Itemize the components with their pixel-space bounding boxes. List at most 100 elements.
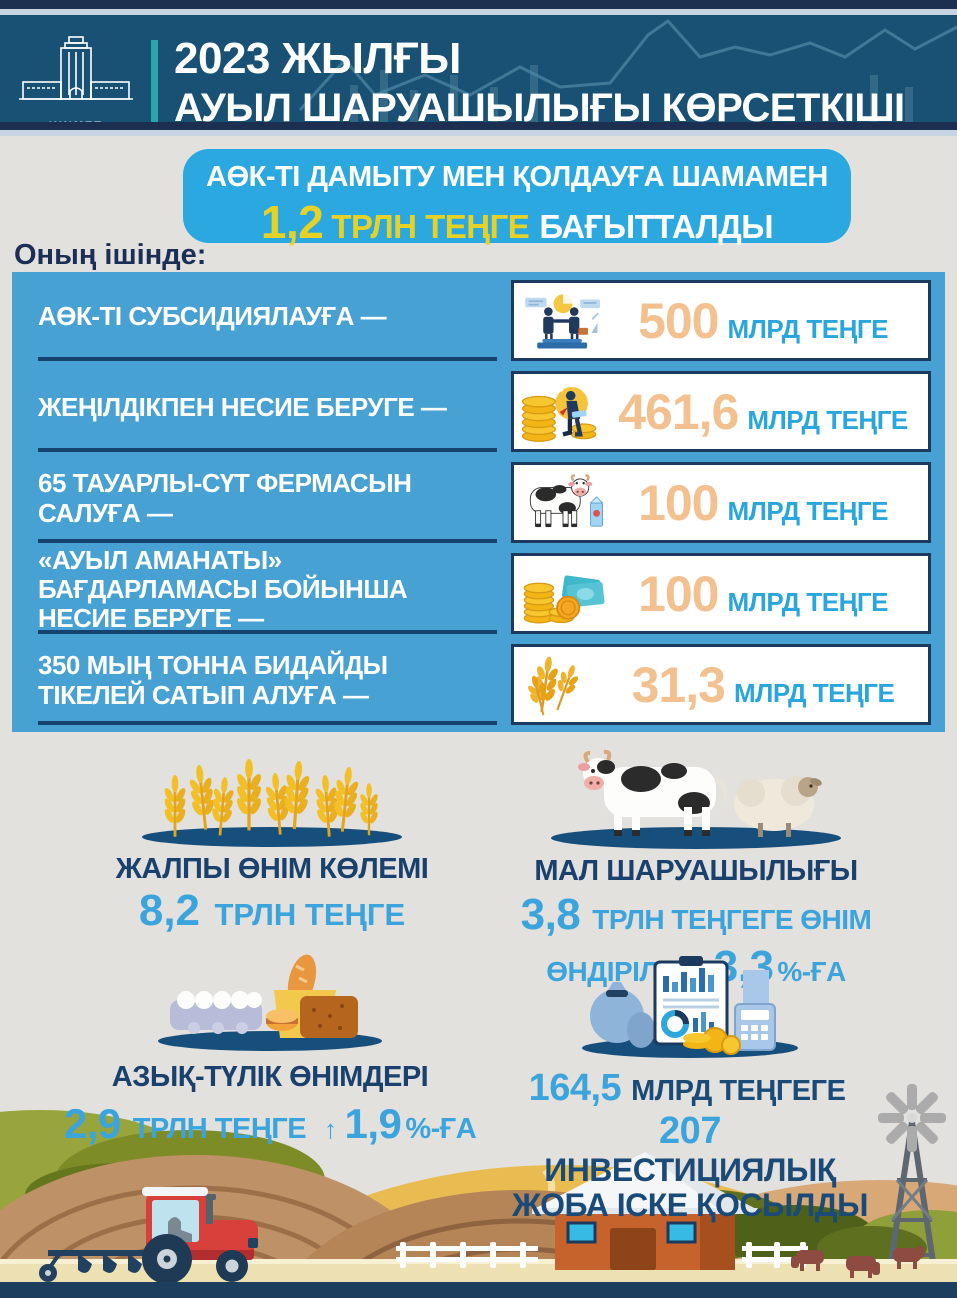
cow [578, 749, 727, 836]
stat-title: АЗЫҚ-ТҮЛІК ӨНІМДЕРІ [111, 1061, 429, 1093]
row-value-wrap: 100 МЛРД ТЕҢГЕ [606, 565, 920, 623]
row-label: «АУЫЛ АМАНАТЫ» БАҒДАРЛАМАСЫ БОЙЫНША НЕСИ… [38, 545, 497, 634]
row-value-wrap: 100 МЛРД ТЕҢГЕ [606, 474, 920, 532]
banner-line2: 1,2 ТРЛН ТЕҢГЕ БАҒЫТТАЛДЫ [183, 195, 851, 249]
svg-text:✦: ✦ [527, 392, 533, 400]
teal-divider [151, 40, 158, 124]
cows-icon [791, 1246, 924, 1278]
row-unit: МЛРД ТЕҢГЕ [747, 404, 908, 435]
stat-growth-suffix: %-ҒА [777, 956, 846, 987]
banner-suffix: БАҒЫТТАЛДЫ [539, 208, 774, 245]
row-value: 100 [638, 565, 719, 622]
money-bag [590, 982, 655, 1048]
stat-line2: ИНВЕСТИЦИЯЛЫҚ [544, 1152, 836, 1188]
row-value-box: 500 МЛРД ТЕҢГЕ [511, 280, 931, 361]
calculator [734, 1003, 776, 1051]
stat-unit: МЛРД ТЕҢГЕГЕ [631, 1075, 846, 1107]
svg-text:✦: ✦ [558, 385, 566, 395]
stat-livestock: МАЛ ШАРУАШЫЛЫҒЫ 3,8 ТРЛН ТЕҢГЕГЕ ӨНІМ ӨН… [508, 745, 884, 992]
stat-value-rest: ТРЛН ТЕҢГЕГЕ ӨНІМ [592, 904, 872, 935]
coins [683, 1027, 741, 1055]
stat-value-line: 3,8 ТРЛН ТЕҢГЕГЕ ӨНІМ [508, 890, 884, 940]
breakdown-row: ЖЕҢІЛДІКПЕН НЕСИЕ БЕРУГЕ — [38, 371, 931, 452]
row-label: ЖЕҢІЛДІКПЕН НЕСИЕ БЕРУГЕ — [38, 371, 497, 452]
row-label: 350 МЫҢ ТОННА БИДАЙДЫ ТІКЕЛЕЙ САТЫП АЛУҒ… [38, 644, 497, 725]
header: — UKIMET — 2023 ЖЫЛҒЫ АУЫЛ ШАРУАШЫЛЫҒЫ К… [0, 15, 957, 132]
tractor-icon [142, 1187, 258, 1284]
barn-icon [532, 1152, 758, 1270]
stat-gross-output: ЖАЛПЫ ӨНІМ КӨЛЕМІ 8,2 ТРЛН ТЕҢГЕ [86, 748, 458, 936]
stat-value: 3,8 [520, 890, 581, 939]
row-value: 31,3 [631, 656, 726, 713]
stat-unit: ТРЛН ТЕҢГЕ [214, 897, 406, 932]
stat-line3: ЖОБА ІСКЕ ҚОСЫЛДЫ [512, 1186, 868, 1223]
breakdown-panel: АӨК-ТІ СУБСИДИЯЛАУҒА — 500 МЛРД ТЕҢГЕ [12, 272, 945, 732]
row-unit: МЛРД ТЕҢГЕ [727, 495, 889, 526]
dairy-cow-icon [529, 473, 604, 527]
row-value-box: 100 МЛРД ТЕҢГЕ [511, 553, 931, 634]
header-bottom-strip-light [0, 130, 957, 136]
ukimet-logo: — UKIMET — [16, 35, 136, 132]
sheep [734, 776, 822, 837]
row-value-wrap: 500 МЛРД ТЕҢГЕ [606, 292, 920, 350]
row-value: 461,6 [618, 383, 739, 440]
man-on-coins-icon: ✦✦ [521, 385, 597, 442]
stat-growth-suffix: %-ҒА [405, 1113, 477, 1145]
row-value: 100 [638, 474, 719, 531]
farm-landscape-illustration [0, 1084, 957, 1298]
breakdown-row: 65 ТАУАРЛЫ-СҮТ ФЕРМАСЫН САЛУҒА — [38, 462, 931, 543]
banner-amount-unit: ТРЛН ТЕҢГЕ [331, 208, 530, 245]
top-strip-light [0, 9, 957, 15]
food-products-icon [158, 954, 382, 1051]
line-chart-decoration-icon [298, 19, 957, 122]
breakdown-row: 350 МЫҢ ТОННА БИДАЙДЫ ТІКЕЛЕЙ САТЫП АЛУҒ… [38, 644, 931, 725]
businessmen-deal-icon [525, 293, 600, 349]
stat-value-line: 164,5 МЛРД ТЕҢГЕГЕ 207 [498, 1067, 882, 1153]
stat-count: 207 [659, 1110, 721, 1152]
row-value-box: 100 МЛРД ТЕҢГЕ [511, 462, 931, 543]
stat-title: ЖАЛПЫ ӨНІМ КӨЛЕМІ [115, 853, 429, 885]
row-unit: МЛРД ТЕҢГЕ [727, 313, 889, 344]
footer-bar [0, 1282, 957, 1298]
row-label: АӨК-ТІ СУБСИДИЯЛАУҒА — [38, 280, 497, 361]
banner-amount: 1,2 [260, 196, 324, 248]
row-unit: МЛРД ТЕҢГЕ [727, 586, 889, 617]
coins-banknotes-icon [523, 574, 605, 623]
summary-banner: АӨК-ТІ ДАМЫТУ МЕН ҚОЛДАУҒА ШАМАМЕН 1,2 ТР… [183, 149, 851, 248]
header-bottom-strip-navy [0, 122, 957, 130]
row-value: 500 [638, 292, 719, 349]
stat-growth: 1,9 [344, 1100, 402, 1147]
row-label: 65 ТАУАРЛЫ-СҮТ ФЕРМАСЫН САЛУҒА — [38, 462, 497, 543]
investment-icon [582, 956, 798, 1058]
stat-value: 8,2 [138, 886, 201, 935]
wheat-field-icon [142, 757, 402, 847]
row-value-box: ✦ ✦ 461,6 МЛРД ТЕҢГЕ [511, 371, 931, 452]
row-value-box: 31,3 МЛРД ТЕҢГЕ [511, 644, 931, 725]
row-unit: МЛРД ТЕҢГЕ [733, 677, 895, 708]
stat-investment: 164,5 МЛРД ТЕҢГЕГЕ 207 ИНВЕСТИЦИЯЛЫҚ ЖОБ… [498, 948, 882, 1222]
breakdown-row: АӨК-ТІ СУБСИДИЯЛАУҒА — 500 МЛРД ТЕҢГЕ [38, 280, 931, 361]
row-value-wrap: 461,6 МЛРД ТЕҢГЕ [606, 383, 920, 441]
banner-line1: АӨК-ТІ ДАМЫТУ МЕН ҚОЛДАУҒА ШАМАМЕН [206, 161, 828, 193]
plow-icon [39, 1250, 152, 1282]
breakdown-intro: Оның ішінде: [14, 239, 207, 271]
title-line2: АУЫЛ ШАРУАШЫЛЫҒЫ КӨРСЕТКІШІ [174, 85, 905, 130]
fence-icon [396, 1242, 808, 1268]
clipboard [653, 956, 729, 1046]
cow-sheep-icon [551, 749, 841, 849]
breakdown-row: «АУЫЛ АМАНАТЫ» БАҒДАРЛАМАСЫ БОЙЫНША НЕСИ… [38, 545, 931, 634]
stat-value-line: 8,2 ТРЛН ТЕҢГЕ [86, 886, 458, 936]
wheat-ears-icon [528, 656, 579, 715]
row-value-wrap: 31,3 МЛРД ТЕҢГЕ [606, 656, 920, 714]
stat-unit: ТРЛН ТЕҢГЕ [132, 1113, 307, 1145]
up-arrow-icon: ↑ [324, 1114, 337, 1144]
stat-food-products: АЗЫҚ-ТҮЛІК ӨНІМДЕРІ 2,9 ТРЛН ТЕҢГЕ ↑ 1,9… [60, 952, 480, 1148]
stat-value: 164,5 [528, 1067, 622, 1109]
stat-value-line: 2,9 ТРЛН ТЕҢГЕ ↑ 1,9 %-ҒА [60, 1100, 480, 1148]
government-building-icon [19, 36, 133, 100]
title-line1: 2023 ЖЫЛҒЫ [174, 34, 461, 83]
page-title: 2023 ЖЫЛҒЫ АУЫЛ ШАРУАШЫЛЫҒЫ КӨРСЕТКІШІ [174, 34, 944, 130]
bread-loaf [266, 996, 358, 1038]
egg-carton [170, 991, 262, 1034]
